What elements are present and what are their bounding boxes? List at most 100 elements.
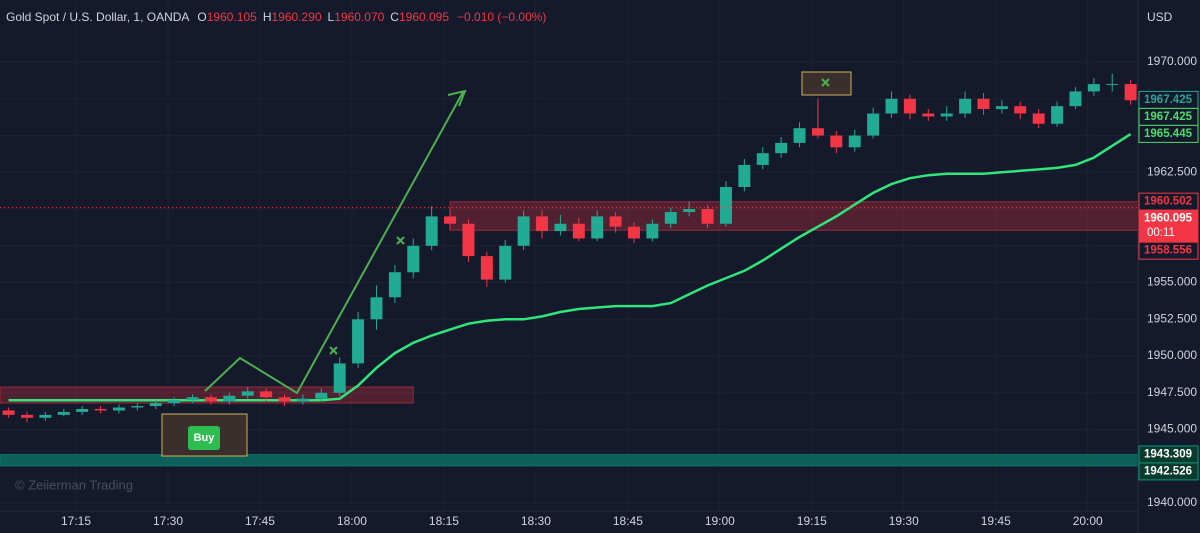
candle-body	[168, 400, 181, 404]
candle-body	[775, 142, 788, 154]
candle-body	[756, 153, 769, 165]
x-tick-label: 17:15	[61, 514, 91, 528]
ohlc-key: L	[328, 10, 335, 24]
chart-header: Gold Spot / U.S. Dollar, 1, OANDA O1960.1…	[6, 10, 546, 24]
candle-body	[1069, 91, 1082, 107]
candle-body	[21, 414, 33, 418]
annotations: Buy © Zeiierman Trading Gold Spot / U.S.…	[6, 10, 852, 492]
candle-body	[76, 408, 89, 412]
y-tick-label: 1950.000	[1147, 348, 1197, 362]
candle-body	[903, 98, 916, 114]
candle-body	[241, 391, 254, 396]
exit-marker	[329, 346, 338, 355]
price-label-box	[1138, 124, 1199, 143]
price-label: 1960.095	[1144, 213, 1193, 225]
exit-marker	[396, 236, 405, 245]
candle-body	[1032, 113, 1045, 124]
y-tick-label: 1962.500	[1147, 164, 1197, 178]
candle-body	[591, 216, 604, 239]
candle-body	[995, 106, 1008, 110]
candle-body	[204, 397, 217, 402]
ma-line	[8, 133, 1132, 402]
price-label-box	[1138, 462, 1199, 481]
candle-body	[719, 186, 732, 224]
candle-body	[683, 209, 696, 212]
x-tick-label: 18:30	[521, 514, 551, 528]
ohlc-value: 1960.095	[399, 10, 449, 24]
candle-body	[959, 98, 972, 114]
ohlc-key: O	[197, 10, 206, 24]
x-tick-label: 20:00	[1073, 514, 1103, 528]
x-tick-label: 19:15	[797, 514, 827, 528]
candle-body	[462, 223, 475, 257]
candle-body	[830, 135, 843, 148]
candle-body	[517, 216, 530, 246]
candle-body	[1124, 84, 1137, 101]
candle-body	[388, 272, 401, 298]
x-tick-label: 18:15	[429, 514, 459, 528]
y-tick-label: 1970.000	[1147, 54, 1197, 68]
price-label: 1967.425	[1144, 94, 1193, 106]
candle-body	[1087, 84, 1100, 92]
candle-body	[425, 216, 438, 246]
price-label: 1943.309	[1144, 448, 1192, 460]
candle-body	[444, 216, 457, 224]
candle-body	[480, 256, 493, 280]
watermark: © Zeiierman Trading	[15, 477, 133, 492]
projection-path	[204, 91, 464, 395]
price-label-box	[1138, 241, 1199, 260]
candle-body	[333, 363, 346, 393]
buy-label: Buy	[194, 432, 216, 444]
candle-body	[922, 113, 935, 117]
buy-badge	[188, 426, 220, 450]
candle-body	[131, 406, 144, 408]
candle-body	[738, 164, 751, 187]
candle-body	[112, 407, 125, 411]
candle-body	[848, 135, 861, 148]
candle-body	[609, 216, 622, 227]
price-label: 1967.425	[1144, 111, 1193, 123]
ohlc-key: C	[390, 10, 399, 24]
candle-body	[260, 391, 273, 398]
candle-body	[646, 223, 659, 239]
candle-body	[628, 226, 640, 239]
candle-body	[793, 128, 806, 143]
candle-body	[554, 223, 567, 232]
candle-body	[149, 403, 162, 407]
candle-body	[407, 245, 420, 273]
candle-body	[664, 211, 677, 224]
candle-body	[701, 209, 714, 224]
price-axis: USD 1940.0001942.5001945.0001947.5001950…	[61, 10, 1199, 528]
candle-body	[278, 397, 291, 402]
candle-body	[39, 414, 52, 418]
price-label: 1958.556	[1144, 245, 1192, 257]
arrow-head	[447, 89, 467, 107]
x-tick-label: 19:00	[705, 514, 735, 528]
ohlc-key: H	[263, 10, 272, 24]
price-label: 1942.526	[1144, 465, 1192, 477]
candle-body	[572, 223, 585, 239]
x-tick-label: 18:00	[337, 514, 367, 528]
y-tick-label: 1952.500	[1147, 311, 1197, 325]
x-tick-label: 18:45	[613, 514, 643, 528]
exit-marker	[821, 78, 830, 87]
candle-body	[977, 98, 990, 110]
candle-body	[940, 113, 953, 117]
candle-body	[315, 392, 328, 399]
candle-body	[352, 319, 365, 364]
price-label: 1965.445	[1144, 128, 1193, 140]
y-tick-label: 1945.000	[1147, 422, 1197, 436]
candle-body	[1014, 106, 1027, 114]
symbol: Gold Spot / U.S. Dollar, 1, OANDA	[6, 10, 189, 24]
candle-body	[296, 398, 309, 402]
change: −0.010 (−0.00%)	[457, 10, 546, 24]
x-tick-label: 19:45	[981, 514, 1011, 528]
candle-body	[536, 216, 548, 232]
ohlc-value: 1960.070	[334, 10, 384, 24]
y-tick-label: 1940.000	[1147, 495, 1197, 509]
candle-body	[2, 410, 15, 415]
candle-body	[867, 113, 880, 136]
candle-body	[57, 411, 70, 415]
candle-body	[885, 98, 898, 114]
